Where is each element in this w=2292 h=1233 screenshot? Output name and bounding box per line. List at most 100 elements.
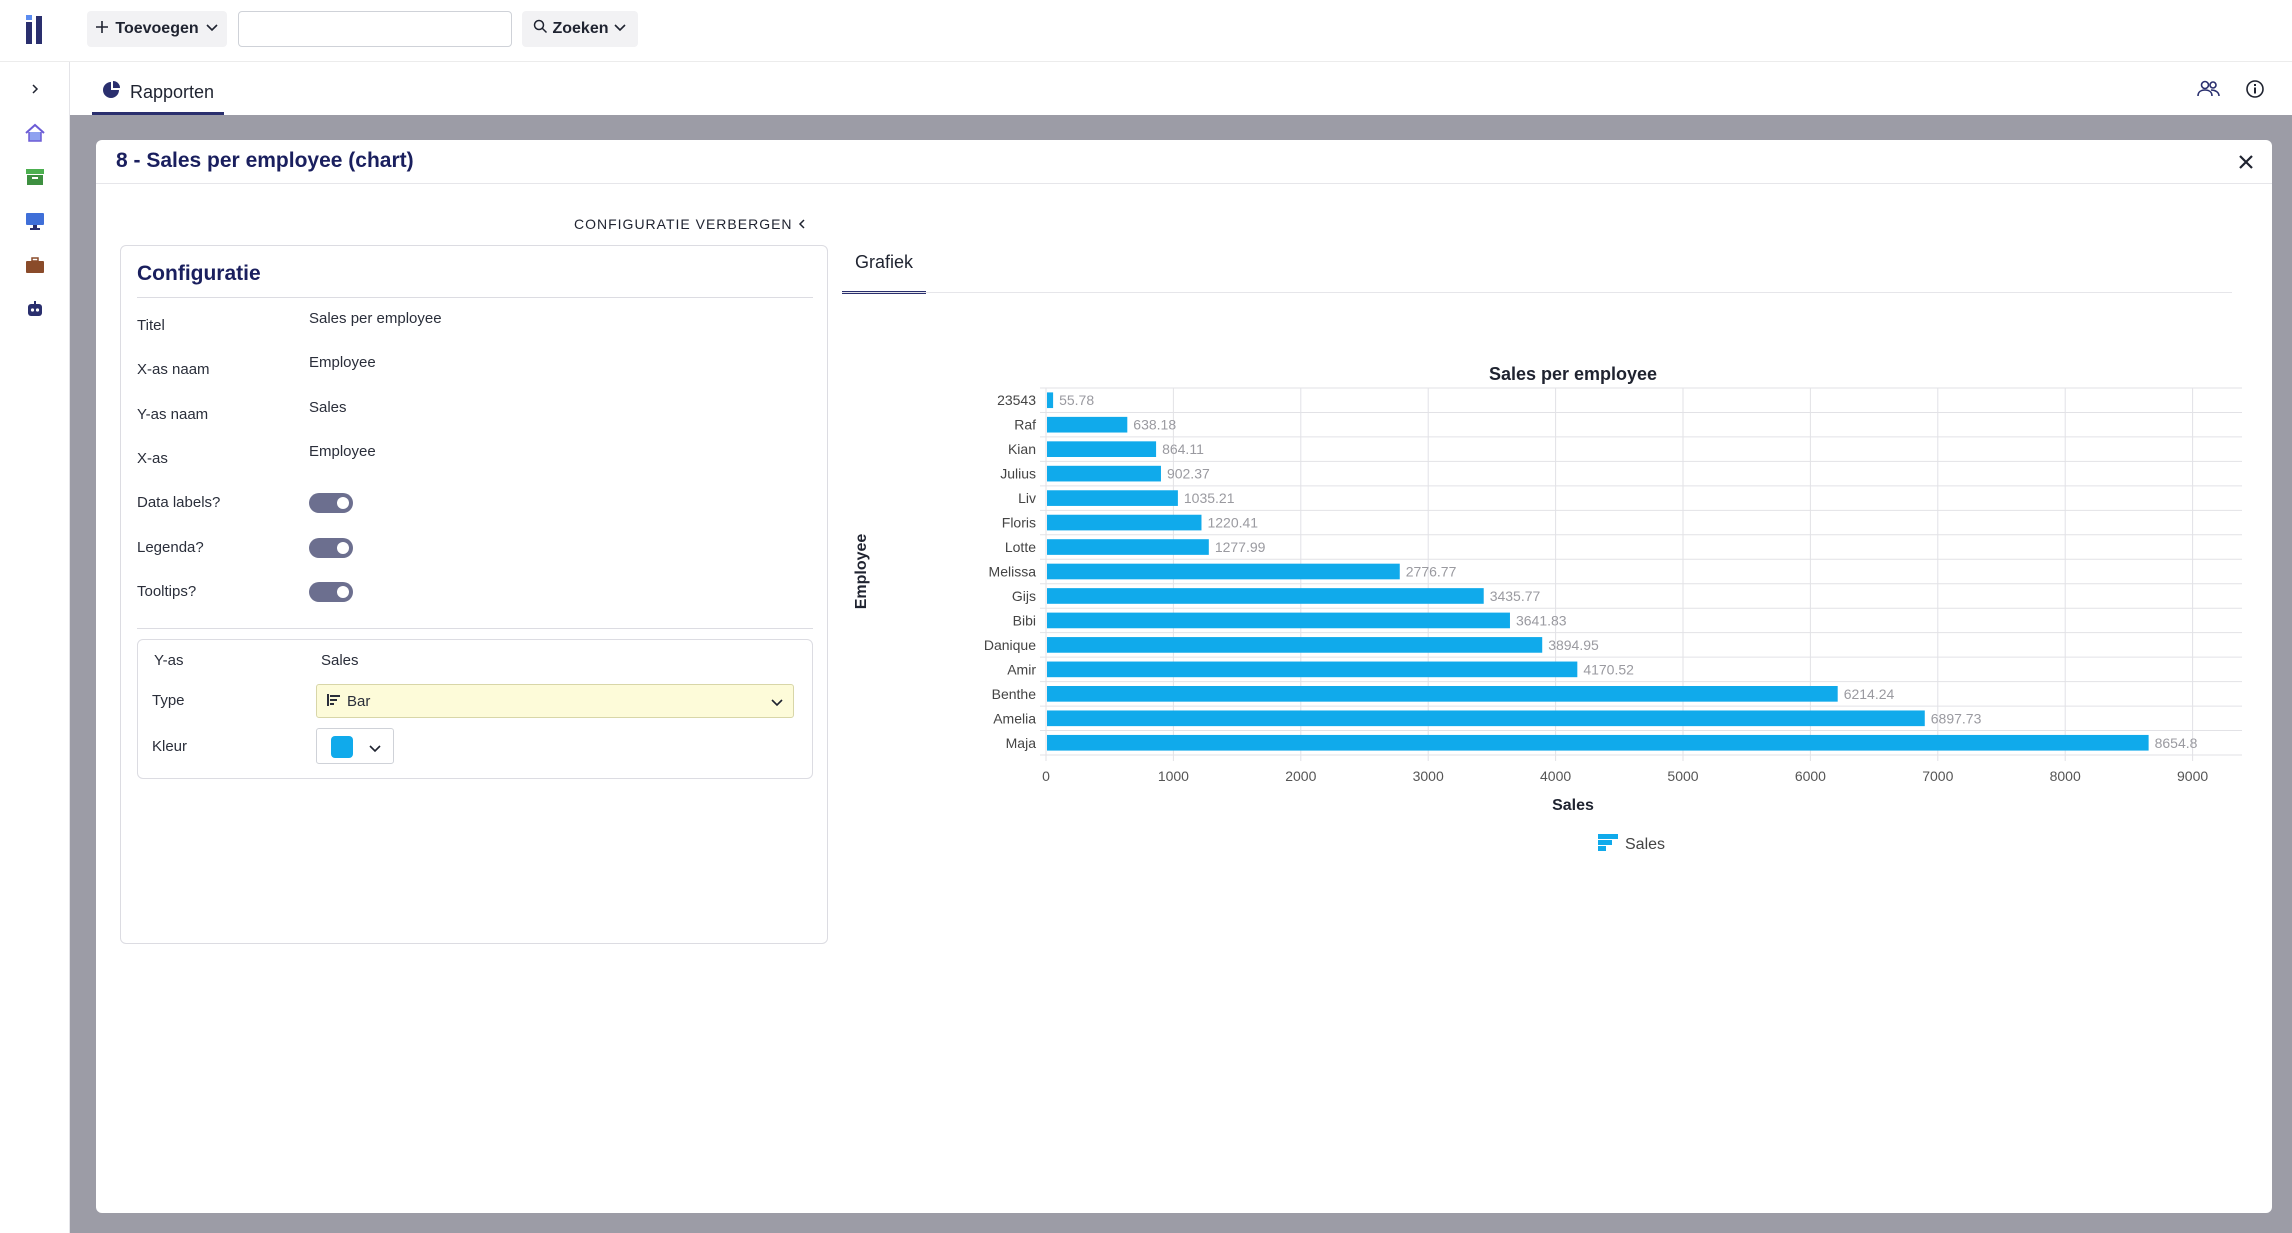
data-label: 1220.41 <box>1207 515 1258 531</box>
bar <box>1047 514 1202 531</box>
data-label: 902.37 <box>1167 466 1210 482</box>
data-label: 3435.77 <box>1490 588 1541 604</box>
color-select[interactable] <box>316 728 394 764</box>
y-tick-label: Floris <box>1002 515 1036 531</box>
type-select-value: Bar <box>347 692 371 710</box>
monitor-icon[interactable] <box>24 210 46 232</box>
bar-chart-icon <box>327 693 341 710</box>
x-tick-label: 2000 <box>1285 768 1316 784</box>
x-axis-label: Sales <box>1552 797 1594 814</box>
chevron-down-icon <box>205 20 219 39</box>
y-tick-label: Raf <box>1014 417 1036 433</box>
field-value-x-as-naam[interactable]: Employee <box>309 354 376 371</box>
legend-label: Sales <box>1625 836 1665 853</box>
bar <box>1047 612 1510 629</box>
bar-chart: Sales per employee 0 1000 2000 3000 4000 5000 6… <box>853 364 2242 853</box>
y-tick-label: Amir <box>1007 661 1036 677</box>
info-icon[interactable] <box>2242 76 2268 102</box>
bar <box>1047 490 1178 506</box>
tab-grafiek[interactable]: Grafiek <box>842 252 926 294</box>
tab-grafiek-label: Grafiek <box>854 252 914 272</box>
config-toggle-label: CONFIGURATIE VERBERGEN <box>574 216 793 232</box>
tab-rapporten-label: Rapporten <box>130 81 215 102</box>
add-button[interactable]: Toevoegen <box>87 11 227 47</box>
tab-rapporten[interactable]: Rapporten <box>92 72 225 115</box>
data-label: 2776.77 <box>1406 564 1457 580</box>
config-title: Configuratie <box>137 262 261 285</box>
chevron-left-icon <box>797 216 807 232</box>
type-label: Type <box>152 692 185 709</box>
y-tick-label: Kian <box>1008 441 1036 457</box>
bar <box>1047 539 1209 555</box>
bar <box>1047 563 1400 580</box>
search-input[interactable] <box>238 11 512 47</box>
search-icon <box>533 19 548 39</box>
divider <box>842 292 2232 293</box>
modal-header: 8 - Sales per employee (chart) <box>96 140 2272 184</box>
legenda-toggle[interactable] <box>309 538 353 558</box>
data-label: 6897.73 <box>1931 710 1982 726</box>
expand-sidebar-icon[interactable] <box>24 78 46 100</box>
legend-swatch <box>1598 834 1618 839</box>
legend-swatch <box>1598 846 1606 851</box>
config-panel: Configuratie Titel Sales per employee X-… <box>120 245 828 944</box>
chevron-down-icon <box>613 20 627 39</box>
yaxis-config-box: Y-as Sales Type Bar Kleur <box>137 639 813 779</box>
y-tick-label: Benthe <box>992 686 1037 702</box>
bar <box>1047 465 1161 482</box>
data-label: 55.78 <box>1059 392 1094 408</box>
briefcase-icon[interactable] <box>24 254 46 276</box>
data-labels-toggle[interactable] <box>309 493 353 513</box>
users-icon[interactable] <box>2196 76 2222 102</box>
x-tick-label: 5000 <box>1667 768 1698 784</box>
close-icon[interactable] <box>2234 150 2258 174</box>
chevron-down-icon <box>769 694 785 714</box>
data-label: 3641.83 <box>1516 612 1567 628</box>
modal-title: 8 - Sales per employee (chart) <box>116 149 414 172</box>
plus-icon <box>95 20 109 39</box>
chart-modal: 8 - Sales per employee (chart) CONFIGURA… <box>96 140 2272 1213</box>
x-tick-label: 1000 <box>1158 768 1189 784</box>
y-tick-label: 23543 <box>997 392 1036 408</box>
field-label-x-as: X-as <box>137 450 168 467</box>
home-icon[interactable] <box>24 122 46 144</box>
robot-icon[interactable] <box>24 298 46 320</box>
app-logo[interactable] <box>24 12 46 46</box>
data-label: 4170.52 <box>1583 661 1634 677</box>
y-tick-label: Liv <box>1018 490 1036 506</box>
bar <box>1047 710 1925 727</box>
field-value-x-as[interactable]: Employee <box>309 443 376 460</box>
y-tick-label: Julius <box>1000 466 1036 482</box>
kleur-label: Kleur <box>152 738 188 755</box>
data-label: 638.18 <box>1133 417 1176 433</box>
pie-chart-icon <box>102 80 120 104</box>
chart-title: Sales per employee <box>1489 364 1657 384</box>
data-label: 6214.24 <box>1844 686 1895 702</box>
field-label-titel: Titel <box>137 317 165 334</box>
yaxis-label: Y-as <box>154 652 184 669</box>
bar <box>1047 588 1484 604</box>
x-tick-label: 7000 <box>1922 768 1953 784</box>
data-label: 1035.21 <box>1184 490 1235 506</box>
y-tick-label: Lotte <box>1005 539 1036 555</box>
toggle-label-data-labels: Data labels? <box>137 494 221 511</box>
y-tick-label: Amelia <box>993 710 1036 726</box>
y-tick-label: Melissa <box>989 564 1037 580</box>
color-swatch <box>331 736 353 758</box>
y-tick-label: Bibi <box>1013 612 1036 628</box>
archive-icon[interactable] <box>24 166 46 188</box>
field-value-y-as-naam[interactable]: Sales <box>309 399 347 416</box>
x-tick-label: 0 <box>1042 768 1050 784</box>
field-value-titel[interactable]: Sales per employee <box>309 310 442 327</box>
search-button[interactable]: Zoeken <box>522 11 638 47</box>
data-label: 864.11 <box>1162 441 1204 457</box>
legend-swatch <box>1598 840 1612 845</box>
divider <box>137 628 813 629</box>
x-tick-label: 6000 <box>1795 768 1826 784</box>
bar <box>1047 637 1543 653</box>
divider <box>137 297 813 298</box>
config-toggle-button[interactable]: CONFIGURATIE VERBERGEN <box>574 216 807 232</box>
type-select[interactable]: Bar <box>316 684 794 718</box>
bar <box>1047 661 1578 678</box>
tooltips-toggle[interactable] <box>309 582 353 602</box>
